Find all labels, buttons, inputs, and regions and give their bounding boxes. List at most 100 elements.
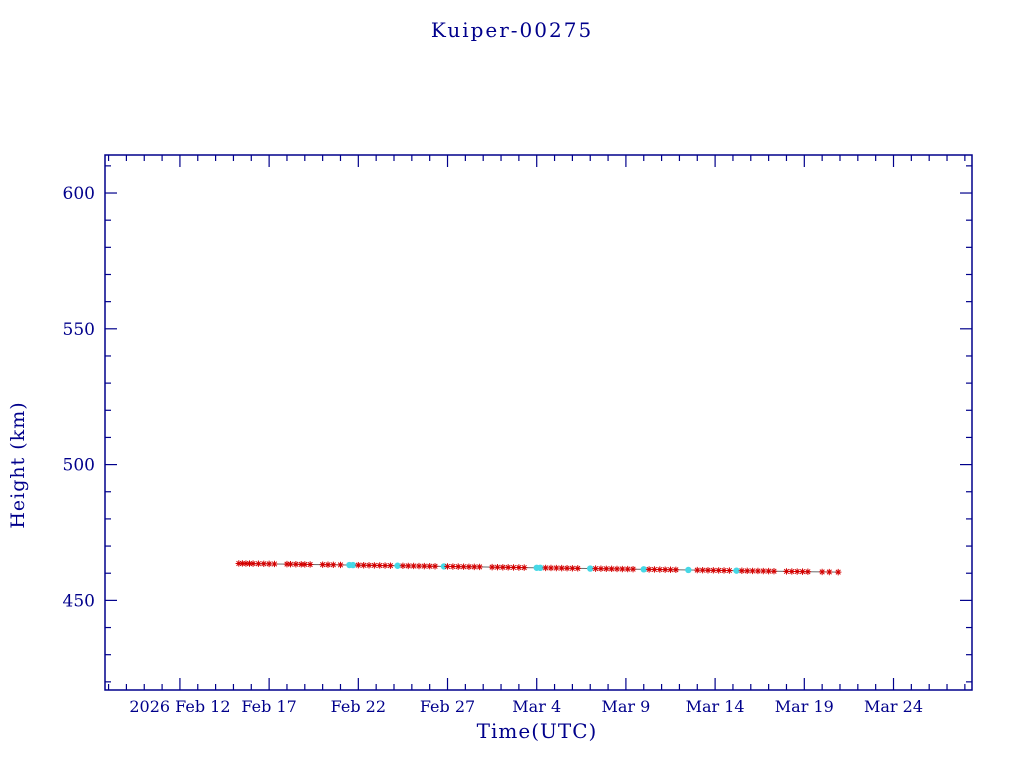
data-point-red <box>494 563 501 571</box>
data-point-red <box>542 564 549 572</box>
data-point-red <box>239 560 246 567</box>
x-tick-label: Feb 22 <box>331 697 386 716</box>
y-tick-label: 500 <box>63 456 95 476</box>
data-point-red <box>399 562 407 570</box>
y-tick-label: 450 <box>63 591 95 611</box>
data-point-red <box>826 568 833 576</box>
x-tick-label: Mar 19 <box>775 697 834 716</box>
data-point-red <box>749 567 756 575</box>
data-point-red <box>337 561 344 569</box>
data-point-red <box>699 566 706 574</box>
x-tick-label: Mar 14 <box>686 697 745 716</box>
data-point-red <box>235 560 242 567</box>
data-point-red <box>265 560 273 568</box>
data-point-red <box>799 568 806 575</box>
data-point-red <box>804 568 812 575</box>
data-point-red <box>324 561 332 568</box>
data-point-red <box>651 566 658 573</box>
data-point-red <box>510 564 517 571</box>
data-point-red <box>597 565 605 572</box>
data-point-red <box>558 564 565 572</box>
data-point-red <box>242 560 250 567</box>
data-point-red <box>521 564 528 571</box>
data-point-red <box>667 566 674 573</box>
data-point-red <box>246 560 253 567</box>
data-point-red <box>449 563 457 570</box>
data-point-red <box>283 560 291 568</box>
data-point-red <box>715 567 722 574</box>
data-point-cyan <box>394 562 401 569</box>
data-point-red <box>624 565 631 573</box>
data-point-red <box>656 566 664 573</box>
data-point-cyan <box>587 565 594 572</box>
data-point-red <box>319 561 326 568</box>
data-point-red <box>499 564 507 571</box>
x-axis-title: Time(UTC) <box>476 719 598 743</box>
data-point-red <box>661 566 669 573</box>
data-point-red <box>613 565 621 573</box>
data-point-red <box>444 563 451 570</box>
y-tick-label: 600 <box>63 184 95 204</box>
x-tick-label: Feb 27 <box>420 697 475 716</box>
data-point-red <box>426 563 433 570</box>
data-point-red <box>260 560 267 567</box>
data-point-red <box>376 562 383 569</box>
data-point-red <box>465 563 473 570</box>
data-point-red <box>783 568 790 575</box>
data-point-red <box>365 562 373 569</box>
data-point-red <box>603 565 610 572</box>
data-point-red <box>788 568 796 575</box>
data-point-red <box>608 565 615 573</box>
data-point-red <box>738 567 746 574</box>
data-point-red <box>271 560 278 568</box>
data-point-red <box>371 562 378 569</box>
x-tick-label: Mar 4 <box>512 697 561 716</box>
data-point-red <box>704 567 712 574</box>
x-tick-label: Mar 9 <box>601 697 650 716</box>
x-tick-label: 2026 Feb 12 <box>129 697 230 716</box>
data-point-red <box>710 567 717 574</box>
data-point-red <box>760 567 767 575</box>
data-point-red <box>515 564 523 571</box>
x-tick-label: Feb 17 <box>241 697 296 716</box>
data-point-red <box>726 567 733 574</box>
data-point-red <box>431 563 439 570</box>
data-point-red <box>569 565 576 572</box>
data-point-red <box>255 560 262 567</box>
data-point-cyan <box>733 567 740 574</box>
data-point-red <box>381 562 389 569</box>
data-point-red <box>720 567 728 574</box>
data-point-red <box>306 561 314 568</box>
data-point-red <box>645 566 653 573</box>
data-point-red <box>405 562 412 570</box>
data-point-red <box>793 568 801 575</box>
data-point-red <box>629 565 637 573</box>
data-point-red <box>563 564 571 572</box>
data-point-red <box>672 566 680 573</box>
data-point-red <box>553 564 560 572</box>
data-point-red <box>330 561 337 569</box>
x-tick-label: Mar 24 <box>864 697 923 716</box>
data-point-red <box>504 564 512 571</box>
data-point-red <box>818 568 826 576</box>
y-tick-label: 550 <box>63 320 95 340</box>
data-point-red <box>455 563 462 570</box>
plot-border <box>104 154 973 691</box>
data-point-red <box>287 560 294 568</box>
data-point-red <box>301 561 309 568</box>
data-point-red <box>460 563 467 570</box>
data-point-cyan <box>537 564 544 572</box>
data-point-red <box>292 561 300 568</box>
data-point-red <box>355 561 362 569</box>
data-point-red <box>770 568 778 575</box>
plot-title: Kuiper-00275 <box>430 18 594 42</box>
data-point-red <box>835 568 842 576</box>
data-point-cyan <box>349 561 357 569</box>
data-point-red <box>765 567 772 575</box>
data-point-red <box>476 563 483 571</box>
data-point-cyan <box>685 566 692 574</box>
data-point-red <box>249 560 257 567</box>
data-point-red <box>298 561 305 568</box>
